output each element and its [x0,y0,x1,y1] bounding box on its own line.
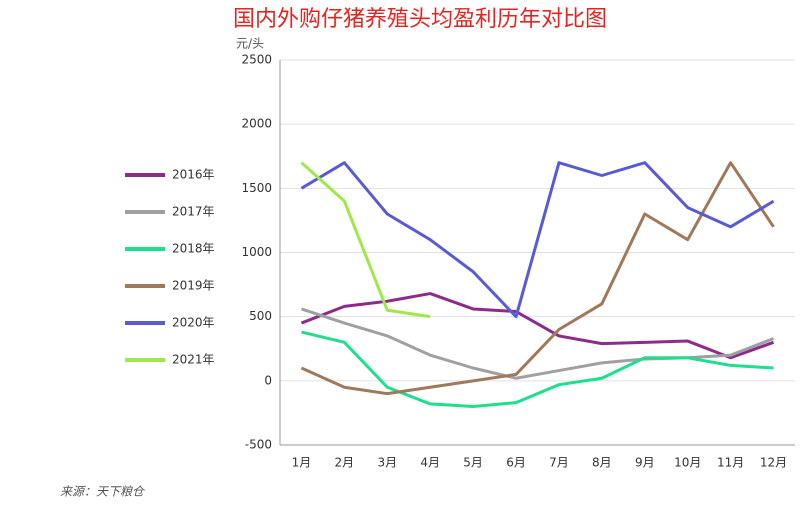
y-tick-label: -500 [245,438,272,452]
x-tick-label: 5月 [463,456,483,470]
legend-label: 2021年 [172,353,215,367]
y-tick-label: 1500 [241,181,272,195]
series-line [300,161,431,319]
x-tick-label: 2月 [335,456,355,470]
legend-label: 2019年 [172,279,215,293]
x-tick-label: 1月 [292,456,312,470]
legend-label: 2020年 [172,316,215,330]
chart-title: 国内外购仔猪养殖头均盈利历年对比图 [233,7,607,32]
legend-label: 2018年 [172,242,215,256]
y-tick-label: 2000 [241,117,272,131]
series-line [300,161,775,319]
y-tick-label: 500 [249,309,272,323]
series-line [300,307,775,380]
x-tick-label: 12月 [760,456,787,470]
source: 来源：天下粮仓 [60,485,146,499]
x-tick-label: 6月 [506,456,526,470]
x-tick-label: 10月 [674,456,701,470]
legend-label: 2017年 [172,205,215,219]
x-tick-label: 7月 [549,456,569,470]
y-tick-label: 1000 [241,245,272,259]
x-tick-label: 11月 [717,456,744,470]
y-tick-label: 0 [264,373,272,387]
x-tick-label: 3月 [377,456,397,470]
y-unit: 元/头 [236,37,264,51]
y-tick-label: 2500 [241,53,272,67]
series-line [301,330,774,408]
x-tick-label: 8月 [592,456,612,470]
legend-label: 2016年 [172,168,215,182]
series-line [300,161,775,396]
series-line [300,292,775,360]
x-tick-label: 4月 [420,456,440,470]
x-tick-label: 9月 [635,456,655,470]
